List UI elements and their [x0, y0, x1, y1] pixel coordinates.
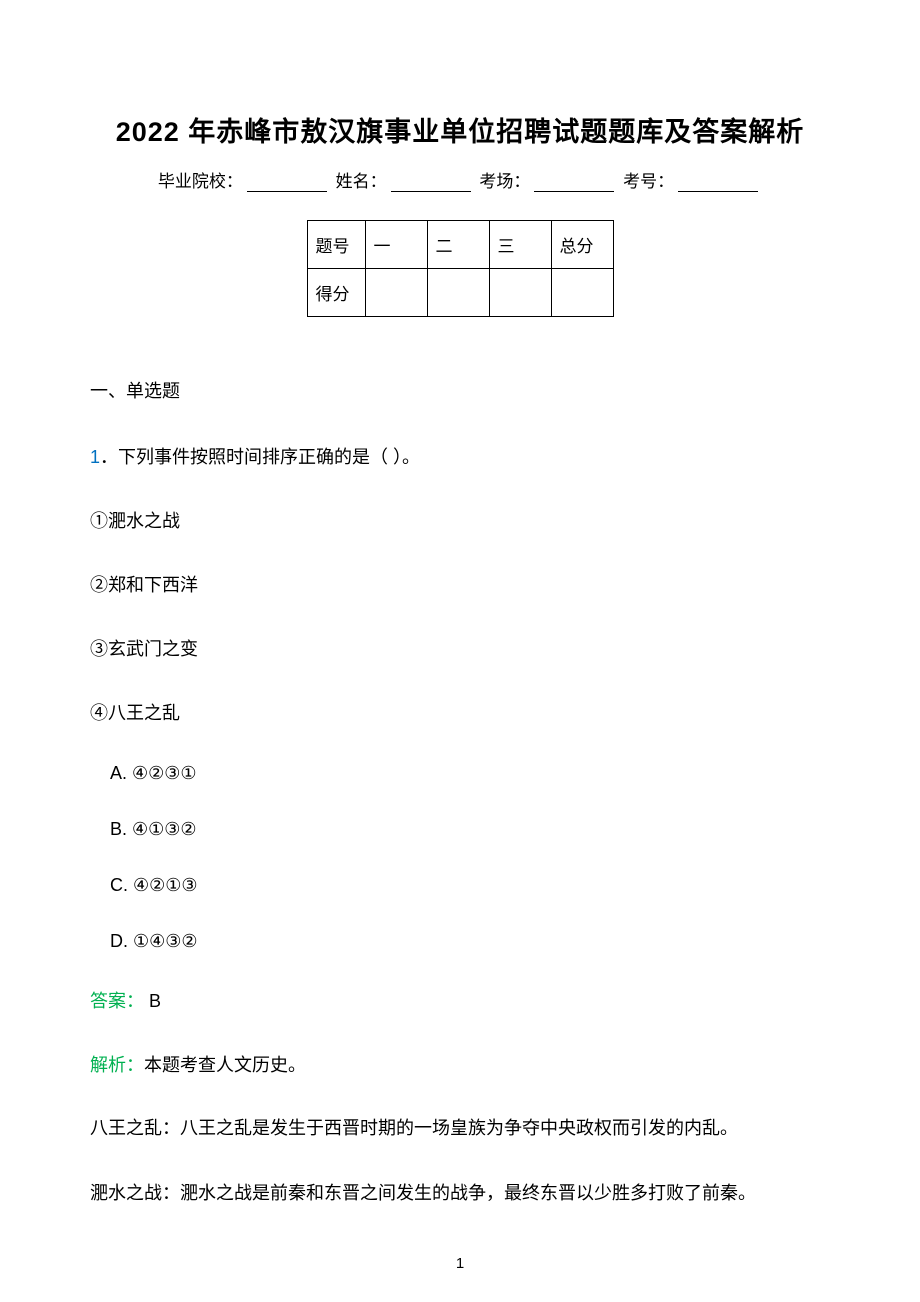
- option-b: B. ④①③②: [90, 819, 830, 840]
- table-row: 题号 一 二 三 总分: [307, 221, 613, 269]
- option-c: C. ④②①③: [90, 875, 830, 896]
- page-number: 1: [0, 1255, 920, 1272]
- name-blank: [391, 191, 471, 192]
- student-info-line: 毕业院校： 姓名： 考场： 考号：: [90, 167, 830, 192]
- answer-line: 答案： B: [90, 987, 830, 1013]
- id-label: 考号：: [623, 172, 674, 191]
- option-a: A. ④②③①: [90, 763, 830, 784]
- school-label: 毕业院校：: [158, 172, 243, 191]
- question-item: ③玄武门之变: [90, 635, 830, 661]
- table-cell: 总分: [551, 221, 613, 269]
- room-blank: [534, 191, 614, 192]
- question-item: ②郑和下西洋: [90, 571, 830, 597]
- table-cell: 三: [489, 221, 551, 269]
- table-cell: 二: [427, 221, 489, 269]
- question-item: ④八王之乱: [90, 699, 830, 725]
- explanation-paragraph: 淝水之战：淝水之战是前秦和东晋之间发生的战争，最终东晋以少胜多打败了前秦。: [90, 1180, 830, 1207]
- option-d: D. ①④③②: [90, 931, 830, 952]
- room-label: 考场：: [479, 172, 530, 191]
- table-row: 得分: [307, 269, 613, 317]
- document-page: 2022 年赤峰市敖汉旗事业单位招聘试题题库及答案解析 毕业院校： 姓名： 考场…: [0, 0, 920, 1295]
- question-item: ①淝水之战: [90, 507, 830, 533]
- explanation-label: 解析：: [90, 1055, 144, 1075]
- table-cell: 得分: [307, 269, 365, 317]
- score-table: 题号 一 二 三 总分 得分: [307, 220, 614, 317]
- question-text: 下列事件按照时间排序正确的是（ ）。: [118, 447, 420, 467]
- answer-label: 答案：: [90, 991, 144, 1011]
- explanation-line: 解析：本题考查人文历史。: [90, 1051, 830, 1077]
- table-cell: [551, 269, 613, 317]
- table-cell: [427, 269, 489, 317]
- table-cell: [489, 269, 551, 317]
- name-label: 姓名：: [336, 172, 387, 191]
- table-cell: [365, 269, 427, 317]
- table-cell: 一: [365, 221, 427, 269]
- document-title: 2022 年赤峰市敖汉旗事业单位招聘试题题库及答案解析: [90, 110, 830, 149]
- explanation-intro: 本题考查人文历史。: [144, 1055, 306, 1075]
- school-blank: [247, 191, 327, 192]
- table-cell: 题号: [307, 221, 365, 269]
- explanation-paragraph: 八王之乱：八王之乱是发生于西晋时期的一场皇族为争夺中央政权而引发的内乱。: [90, 1115, 830, 1142]
- id-blank: [678, 191, 758, 192]
- answer-value: B: [144, 991, 161, 1011]
- question-number: 1: [90, 447, 100, 467]
- question-separator: ．: [100, 447, 118, 467]
- section-header: 一、单选题: [90, 377, 830, 403]
- question-stem: 1．下列事件按照时间排序正确的是（ ）。: [90, 443, 830, 469]
